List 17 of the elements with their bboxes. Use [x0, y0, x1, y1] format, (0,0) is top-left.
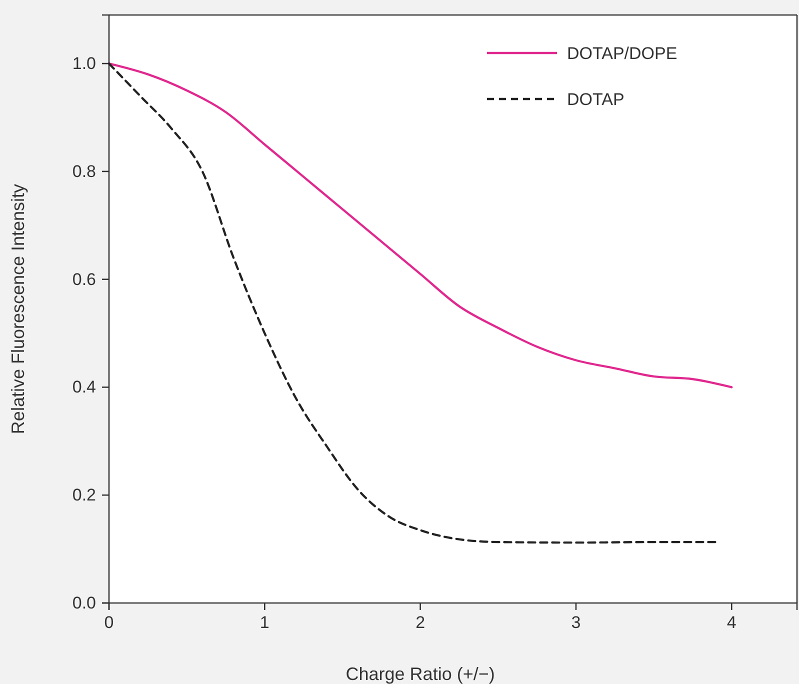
- x-axis-title: Charge Ratio (+/−): [346, 664, 495, 684]
- legend-label: DOTAP: [567, 90, 624, 109]
- y-tick-label: 1.0: [72, 54, 96, 73]
- legend-label: DOTAP/DOPE: [567, 44, 678, 63]
- x-tick-label: 2: [416, 613, 426, 632]
- line-series: [108, 62, 733, 388]
- x-tick-label: 3: [571, 613, 581, 632]
- y-tick-label: 0.6: [72, 270, 96, 289]
- y-tick-label: 0.8: [72, 162, 96, 181]
- y-tick-label: 0.0: [72, 593, 96, 612]
- y-tick-label: 0.2: [72, 486, 96, 505]
- x-tick-label: 0: [104, 613, 114, 632]
- x-tick-label: 1: [260, 613, 270, 632]
- y-axis-title: Relative Fluorescence Intensity: [8, 184, 28, 434]
- line-series: [108, 62, 718, 544]
- x-tick-label: 4: [726, 613, 736, 632]
- y-tick-label: 0.4: [72, 378, 96, 397]
